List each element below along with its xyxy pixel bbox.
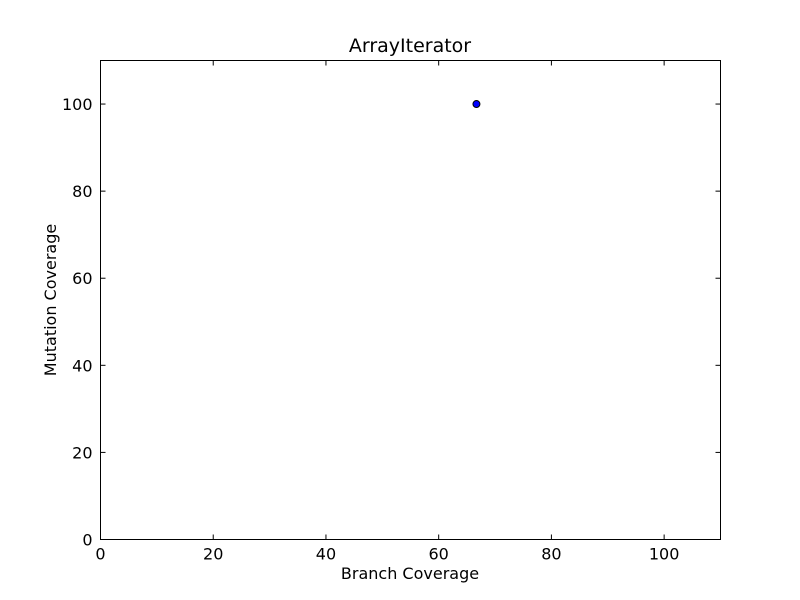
x-axis-label: Branch Coverage xyxy=(341,564,479,583)
x-tick-label: 20 xyxy=(203,545,223,564)
plot-area xyxy=(100,60,721,540)
x-tick-label: 0 xyxy=(95,545,105,564)
y-tick-label: 80 xyxy=(72,182,92,201)
y-tick-label: 0 xyxy=(82,531,92,550)
y-axis-label: Mutation Coverage xyxy=(41,224,60,376)
y-tick-label: 20 xyxy=(72,443,92,462)
x-tick-label: 40 xyxy=(316,545,336,564)
y-tick-label: 100 xyxy=(62,95,93,114)
x-tick-label: 100 xyxy=(649,545,680,564)
chart-title: ArrayIterator xyxy=(349,35,471,57)
x-axis-ticks: 0 20 40 60 80 100 xyxy=(95,60,680,564)
data-points xyxy=(472,100,481,109)
x-tick-label: 80 xyxy=(541,545,561,564)
x-tick-label: 60 xyxy=(429,545,449,564)
y-tick-label: 60 xyxy=(72,269,92,288)
y-tick-label: 40 xyxy=(72,356,92,375)
y-axis-ticks: 0 20 40 60 80 100 xyxy=(62,95,721,550)
data-point xyxy=(472,100,481,109)
